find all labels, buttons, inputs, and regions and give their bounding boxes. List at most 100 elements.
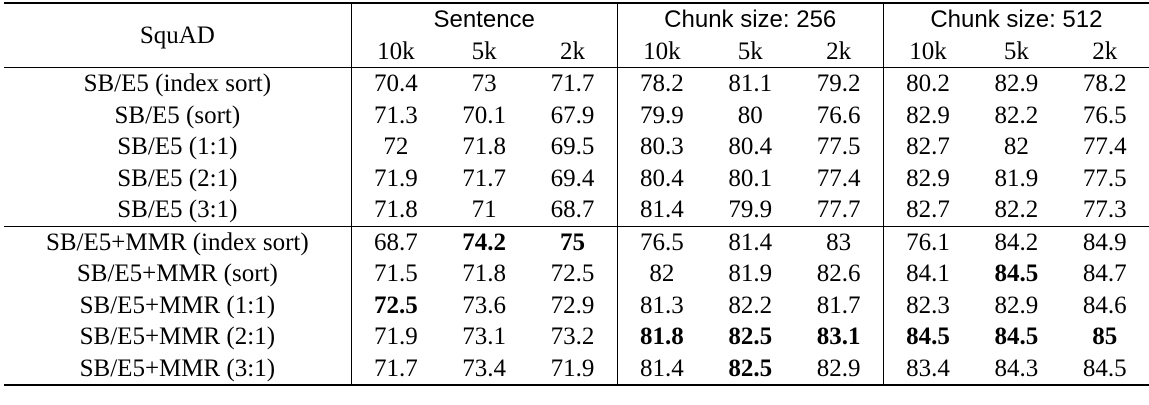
value-cell: 71.9 <box>528 352 618 386</box>
row-label: SB/E5+MMR (3:1) <box>4 352 352 386</box>
best-value: 82.5 <box>728 354 773 382</box>
subheader-cell: 2k <box>794 35 884 68</box>
value-cell: 68.7 <box>528 194 618 226</box>
value-cell: 70.1 <box>462 101 507 129</box>
value-cell: 82.9 <box>972 67 1061 100</box>
value-cell: 82.9 <box>994 291 1039 319</box>
value-cell: 84.5 <box>883 321 972 353</box>
value-cell: 75 <box>528 225 618 258</box>
value-cell: 71.5 <box>373 260 418 287</box>
value-cell: 85 <box>1061 321 1149 353</box>
subheader-cell: 10k <box>377 37 415 65</box>
value-cell: 81.3 <box>639 291 684 319</box>
value-cell: 81.8 <box>617 321 706 353</box>
best-value: 72.5 <box>373 291 418 319</box>
best-value: 84.5 <box>994 260 1039 287</box>
value-cell: 82.9 <box>794 352 884 386</box>
value-cell: 76.1 <box>883 225 973 258</box>
value-cell: 81.9 <box>994 164 1039 192</box>
value-cell: 77.4 <box>1082 133 1127 160</box>
row-label: SB/E5 (1:1) <box>4 131 352 163</box>
value-cell: 73 <box>440 67 529 100</box>
value-cell: 84.3 <box>972 352 1061 386</box>
value-cell: 74.2 <box>440 225 529 258</box>
value-cell: 71 <box>471 196 497 223</box>
row-label: SB/E5+MMR (2:1) <box>4 321 352 353</box>
table-row: SB/E5 (2:1) 71.9 71.7 69.4 80.4 80.1 77.4 82.9 8… <box>4 162 1149 194</box>
table-row: SB/E5+MMR (1:1) 72.5 73.6 72.9 81.3 82.2 81.7 8… <box>4 289 1149 321</box>
group-header-chunk-512: Chunk size: 512 <box>883 2 1149 36</box>
group-header-sentence: Sentence <box>351 2 618 36</box>
row-label: SB/E5 (3:1) <box>4 194 352 226</box>
value-cell: 82.5 <box>706 352 795 386</box>
value-cell: 72.9 <box>528 289 618 321</box>
value-cell: 73.2 <box>528 321 618 353</box>
subheader-cell: 2k <box>528 35 618 68</box>
value-cell: 77.7 <box>794 194 884 226</box>
value-cell: 71.9 <box>373 164 418 192</box>
value-cell: 82.9 <box>906 101 950 129</box>
value-cell: 83.1 <box>794 321 884 353</box>
value-cell: 81.7 <box>794 289 884 321</box>
value-cell: 83.4 <box>883 352 973 386</box>
value-cell: 82.2 <box>728 291 773 319</box>
table-row: SB/E5+MMR (index sort) 68.7 74.2 75 76.5 81.4… <box>4 225 1149 258</box>
value-cell: 82.7 <box>906 196 950 223</box>
value-cell: 71.8 <box>462 133 507 160</box>
table-row: SB/E5+MMR (2:1) 71.9 73.1 73.2 81.8 82.5 83.1 8… <box>4 321 1149 353</box>
subheader-cell: 10k <box>909 37 947 65</box>
value-cell: 80.1 <box>728 164 773 192</box>
value-cell: 79.9 <box>639 101 684 129</box>
table-row: SB/E5 (sort) 71.3 70.1 67.9 79.9 80 76.6 82.9 82… <box>4 99 1149 131</box>
group-header-row: SquAD Sentence Chunk size: 256 Chunk siz… <box>4 2 1149 68</box>
value-cell: 79.9 <box>728 196 773 223</box>
best-value: 84.5 <box>994 323 1039 350</box>
value-cell: 83 <box>794 225 884 258</box>
value-cell: 71.3 <box>373 101 418 129</box>
value-cell: 77.5 <box>1082 164 1127 192</box>
subheader-cell: 10k <box>643 37 681 65</box>
value-cell: 82.2 <box>994 101 1039 129</box>
value-cell: 84.5 <box>1060 352 1149 386</box>
value-cell: 79.2 <box>794 67 884 100</box>
value-cell: 82.3 <box>906 291 950 319</box>
value-cell: 69.4 <box>528 162 618 194</box>
subheader-cell: 5k <box>737 37 763 65</box>
value-cell: 82.2 <box>994 196 1039 223</box>
value-cell: 82 <box>649 260 675 287</box>
value-cell: 82 <box>1003 133 1029 160</box>
subheader-cell: 2k <box>1092 37 1118 65</box>
value-cell: 76.6 <box>794 99 884 131</box>
value-cell: 84.7 <box>1082 260 1127 287</box>
value-cell: 71.7 <box>462 164 507 192</box>
value-cell: 80.3 <box>639 133 684 160</box>
row-label: SB/E5+MMR (1:1) <box>4 289 352 321</box>
value-cell: 73.6 <box>462 291 507 319</box>
corner-label: SquAD <box>4 2 352 68</box>
value-cell: 80.4 <box>728 133 773 160</box>
value-cell: 68.7 <box>351 225 441 258</box>
row-label: SB/E5+MMR (index sort) <box>4 225 352 258</box>
row-label: SB/E5+MMR (sort) <box>4 258 352 290</box>
value-cell: 71.9 <box>373 323 418 350</box>
value-cell: 84.2 <box>972 225 1061 258</box>
value-cell: 71.7 <box>528 67 618 100</box>
value-cell: 81.4 <box>617 352 707 386</box>
value-cell: 77.4 <box>794 162 884 194</box>
table-row: SB/E5 (3:1) 71.8 71 68.7 81.4 79.9 77.7 82.7 82.… <box>4 194 1149 226</box>
best-value: 85 <box>1092 323 1118 350</box>
table-body: SB/E5 (index sort) 70.4 73 71.7 78.2 81.1 79.2… <box>4 67 1149 386</box>
value-cell: 71.7 <box>351 352 441 386</box>
subheader-cell: 5k <box>471 37 497 65</box>
value-cell: 77.3 <box>1082 196 1127 223</box>
value-cell: 78.2 <box>617 67 707 100</box>
best-value: 84.5 <box>906 323 950 350</box>
value-cell: 71.8 <box>373 196 418 223</box>
value-cell: 78.2 <box>1060 67 1149 100</box>
value-cell: 81.1 <box>706 67 795 100</box>
value-cell: 82.5 <box>706 321 794 353</box>
value-cell: 84.1 <box>906 260 950 287</box>
row-label: SB/E5 (2:1) <box>4 162 352 194</box>
value-cell: 69.5 <box>528 131 618 163</box>
value-cell: 84.9 <box>1060 225 1149 258</box>
